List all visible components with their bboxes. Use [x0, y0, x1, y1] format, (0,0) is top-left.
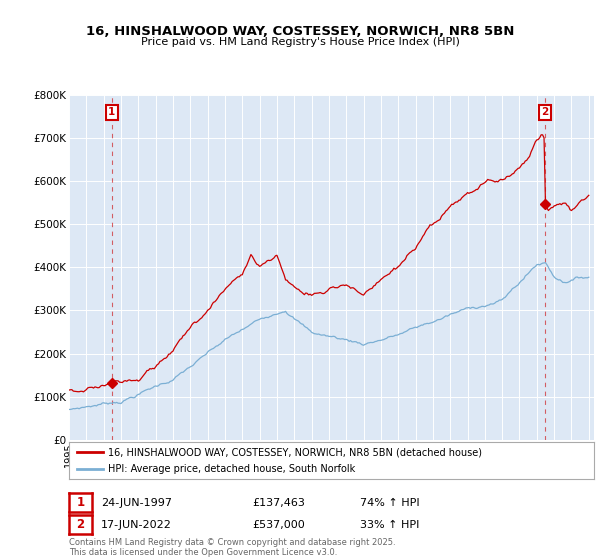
- Text: 17-JUN-2022: 17-JUN-2022: [101, 520, 172, 530]
- Text: 1: 1: [76, 496, 85, 510]
- Text: 16, HINSHALWOOD WAY, COSTESSEY, NORWICH, NR8 5BN: 16, HINSHALWOOD WAY, COSTESSEY, NORWICH,…: [86, 25, 514, 38]
- Text: Price paid vs. HM Land Registry's House Price Index (HPI): Price paid vs. HM Land Registry's House …: [140, 37, 460, 47]
- Text: 2: 2: [76, 518, 85, 531]
- Text: 16, HINSHALWOOD WAY, COSTESSEY, NORWICH, NR8 5BN (detached house): 16, HINSHALWOOD WAY, COSTESSEY, NORWICH,…: [109, 447, 482, 457]
- Text: 74% ↑ HPI: 74% ↑ HPI: [360, 498, 419, 508]
- Text: 24-JUN-1997: 24-JUN-1997: [101, 498, 172, 508]
- Text: 33% ↑ HPI: 33% ↑ HPI: [360, 520, 419, 530]
- Text: 1: 1: [108, 108, 115, 118]
- Text: Contains HM Land Registry data © Crown copyright and database right 2025.
This d: Contains HM Land Registry data © Crown c…: [69, 538, 395, 557]
- Text: 2: 2: [541, 108, 548, 118]
- Text: £537,000: £537,000: [252, 520, 305, 530]
- Text: £137,463: £137,463: [252, 498, 305, 508]
- Text: HPI: Average price, detached house, South Norfolk: HPI: Average price, detached house, Sout…: [109, 464, 356, 474]
